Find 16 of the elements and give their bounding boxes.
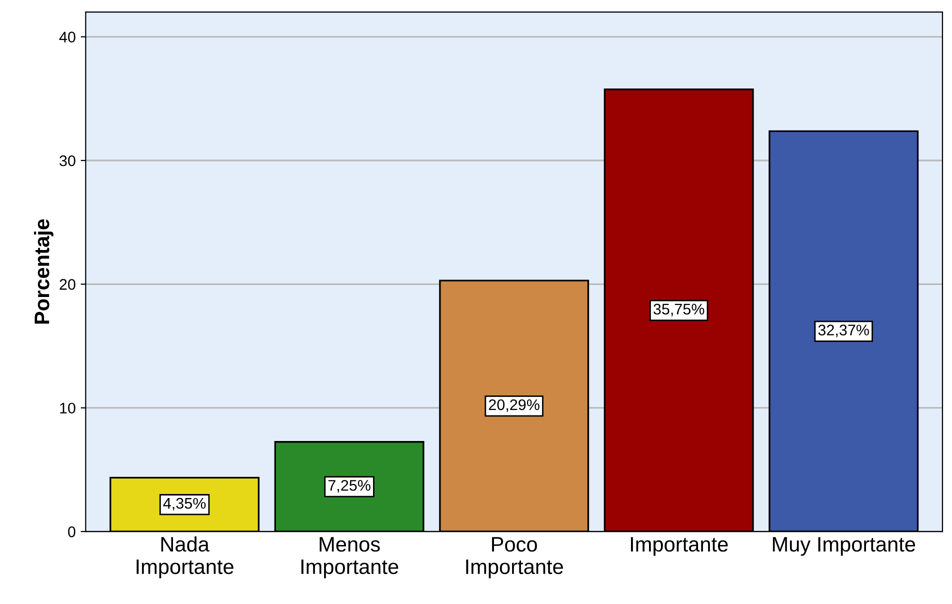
- data-label: 32,37%: [818, 324, 869, 338]
- y-tick-label: 40: [59, 32, 76, 42]
- y-tick-label: 30: [60, 155, 76, 166]
- y-tick-label: 20: [60, 279, 76, 290]
- y-tick-label: 10: [60, 402, 76, 414]
- data-label: 20,29%: [488, 399, 540, 412]
- x-tick-label: Menos Importante: [301, 537, 398, 578]
- data-label: 7,25%: [328, 480, 370, 493]
- y-axis-title: Porcentaje: [34, 219, 54, 324]
- data-label: 4,35%: [163, 498, 206, 511]
- x-tick-label: Muy Importante: [772, 537, 916, 556]
- data-label: 35,75%: [654, 304, 704, 316]
- y-tick-label: 0: [68, 526, 76, 538]
- x-tick-label: Importante: [630, 537, 728, 556]
- x-tick-label: Nada Importante: [136, 536, 234, 578]
- x-tick-label: Poco Importante: [466, 537, 563, 578]
